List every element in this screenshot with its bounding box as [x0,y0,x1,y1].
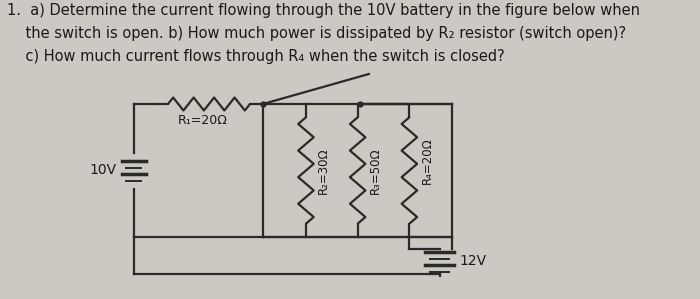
Text: R₃=50Ω: R₃=50Ω [369,147,382,194]
Text: 10V: 10V [89,164,116,178]
Text: c) How much current flows through R₄ when the switch is closed?: c) How much current flows through R₄ whe… [7,49,505,64]
Text: R₄=20Ω: R₄=20Ω [421,137,433,184]
Text: R₁=20Ω: R₁=20Ω [178,114,228,127]
Text: 12V: 12V [459,254,486,268]
Text: 1.  a) Determine the current flowing through the 10V battery in the figure below: 1. a) Determine the current flowing thro… [7,3,640,18]
Text: the switch is open. b) How much power is dissipated by R₂ resistor (switch open): the switch is open. b) How much power is… [7,26,626,41]
Text: R₂=30Ω: R₂=30Ω [317,147,330,194]
